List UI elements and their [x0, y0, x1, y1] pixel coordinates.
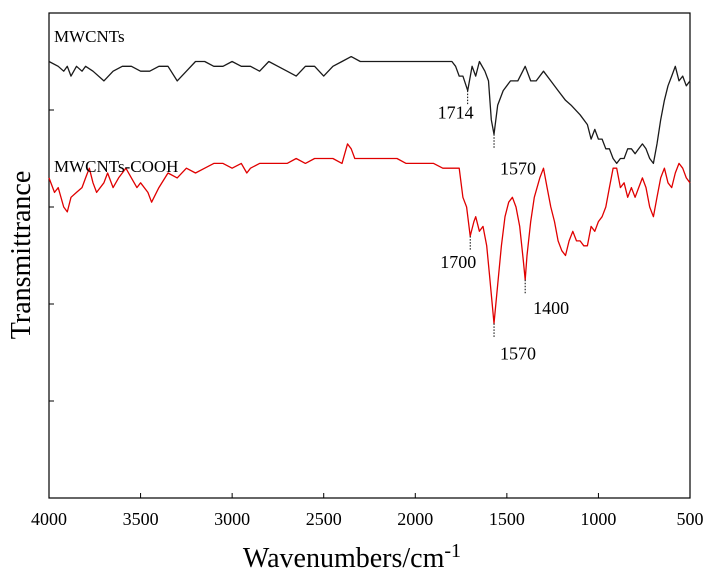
series-line-mwcnts [48, 55, 691, 165]
x-tick-label: 3500 [123, 509, 159, 529]
peak-annotation-label: 1570 [500, 158, 536, 178]
x-axis-label-main: Wavenumbers/cm [243, 543, 445, 574]
annotation-layer: 1714 1570 1700 1400 1570 [438, 90, 569, 363]
series-layer [48, 55, 691, 325]
series-label-mwcnts-cooh: MWCNTs-COOH [54, 157, 178, 176]
x-axis-label-superscript: -1 [444, 540, 461, 562]
x-tick-label: 2500 [306, 509, 342, 529]
y-axis-label: Transmittrance [6, 171, 37, 340]
x-tick-label: 3000 [214, 509, 250, 529]
series-line-mwcnts-cooh [48, 143, 691, 325]
x-tick-label: 500 [677, 509, 704, 529]
y-axis-ticks [49, 12, 54, 499]
peak-annotation-label: 1700 [440, 252, 476, 272]
x-axis-label: Wavenumbers/cm-1 [243, 540, 461, 574]
x-axis-ticks: 4000 3500 3000 2500 2000 1500 1000 500 [31, 493, 704, 529]
peak-annotation-label: 1400 [533, 298, 569, 318]
peak-annotation-label: 1570 [500, 343, 536, 363]
peak-annotation-label: 1714 [438, 103, 474, 123]
series-label-mwcnts: MWCNTs [54, 27, 125, 46]
x-tick-label: 4000 [31, 509, 67, 529]
plot-frame [48, 12, 691, 499]
x-tick-label: 1000 [580, 509, 616, 529]
x-tick-label: 1500 [489, 509, 525, 529]
x-tick-label: 2000 [397, 509, 433, 529]
